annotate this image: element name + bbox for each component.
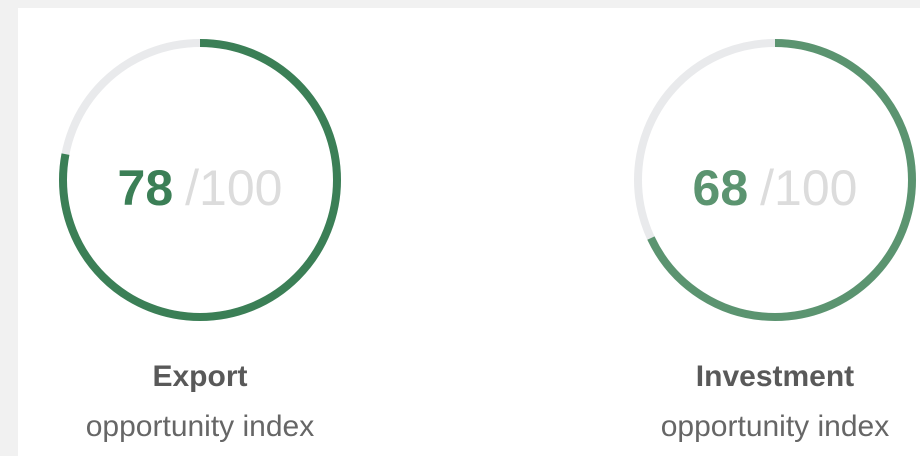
gauge-value: 78 <box>118 160 174 216</box>
gauge-progress <box>634 39 916 321</box>
gauge-title: Investment <box>696 360 854 393</box>
gauge-value: 68 <box>693 160 749 216</box>
card <box>18 8 920 456</box>
gauge-max: /100 <box>185 160 282 216</box>
gauge-value-text: 78/100 <box>118 160 283 216</box>
gauge-subtitle: opportunity index <box>86 410 315 443</box>
gauge-value-text: 68/100 <box>693 160 858 216</box>
gauge-subtitle: opportunity index <box>661 410 890 443</box>
gauge-title: Export <box>152 360 247 393</box>
gauge-progress <box>59 39 341 321</box>
gauge-max: /100 <box>760 160 857 216</box>
